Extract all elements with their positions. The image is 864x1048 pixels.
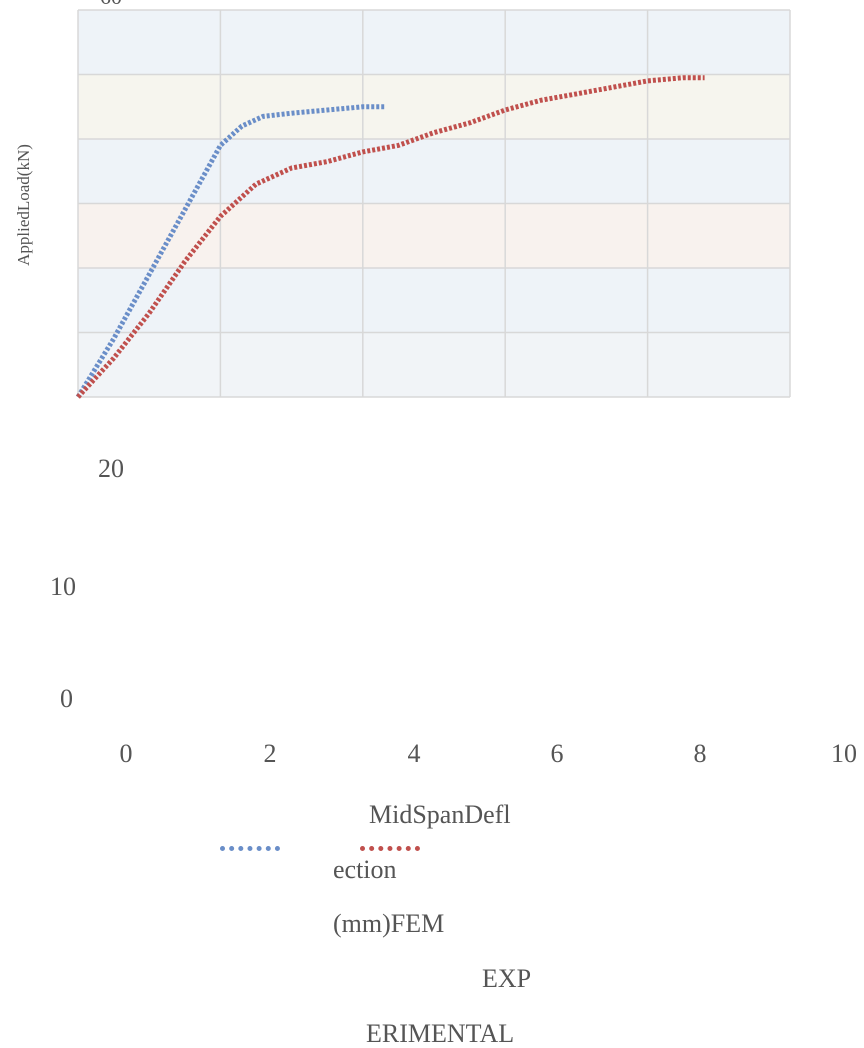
x-tick-label-0: 0 <box>119 739 133 768</box>
plot-background-bands <box>78 10 790 397</box>
plot-band <box>78 10 790 75</box>
series-line-experimental <box>76 75 705 399</box>
x-axis-label-part-2: ection <box>333 855 397 884</box>
x-tick-label-4: 4 <box>407 739 421 768</box>
legend-swatch-fem <box>220 846 280 851</box>
y-tick-label-0: 0 <box>60 684 73 713</box>
x-tick-label-6: 6 <box>550 739 564 768</box>
series-line-fem <box>75 104 385 399</box>
plot-band <box>78 74 790 139</box>
x-tick-label-8: 8 <box>693 739 707 768</box>
x-axis-label-part-1: MidSpanDefl <box>369 800 511 829</box>
legend-swatch-experimental <box>360 846 420 851</box>
plot-band <box>78 203 790 268</box>
gridlines <box>77 9 791 398</box>
plot-band <box>78 332 790 397</box>
legend-entry-part-2: ERIMENTAL <box>366 1019 515 1048</box>
x-tick-label-2: 2 <box>263 739 277 768</box>
y-tick-label-10: 10 <box>50 572 76 601</box>
series-lines <box>75 75 705 399</box>
plot-band <box>78 268 790 333</box>
y-axis-label: AppliedLoad(kN) <box>14 144 33 266</box>
y-tick-label-60: 60 <box>100 0 122 8</box>
y-tick-label-20: 20 <box>98 454 124 483</box>
plot-band <box>78 139 790 204</box>
legend-entry-part-1: EXP <box>482 964 532 993</box>
x-axis-label-part-3: (mm)FEM <box>333 909 445 938</box>
x-tick-label-10: 10 <box>831 739 857 768</box>
